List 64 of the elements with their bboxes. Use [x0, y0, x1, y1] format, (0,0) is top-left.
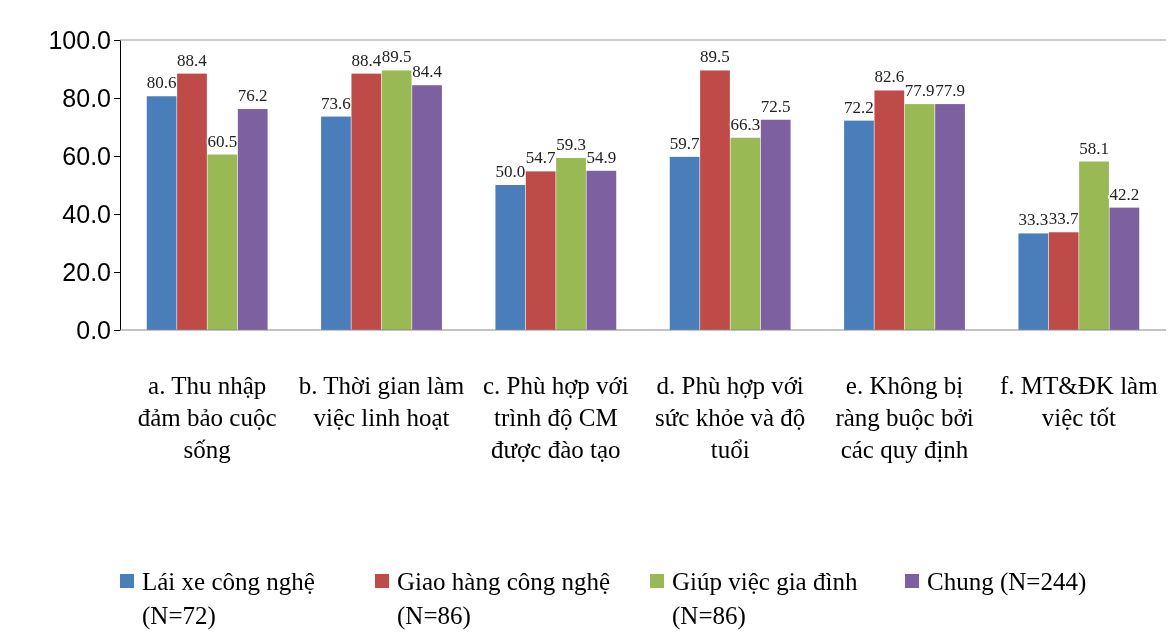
legend-label: Giúp việc gia đình (N=86)	[672, 568, 858, 630]
x-tick-label: d. Phù hợp với sức khỏe và độ tuổi	[655, 372, 806, 463]
data-label: 80.6	[146, 73, 177, 93]
x-tick-label: c. Phù hợp với trình độ CM được đào tạo	[482, 372, 629, 463]
y-tick-label: 0.0	[76, 315, 111, 344]
bar	[146, 96, 177, 330]
bar	[844, 120, 874, 330]
bar	[700, 70, 730, 330]
bar	[525, 171, 556, 330]
bar	[237, 109, 268, 330]
bar	[760, 119, 791, 330]
y-tick-label: 80.0	[62, 83, 111, 112]
legend-label: Giao hàng công nghệ (N=86)	[397, 568, 611, 630]
bar	[321, 116, 351, 330]
data-label: 89.5	[700, 47, 730, 67]
bar	[381, 70, 412, 330]
bar	[935, 104, 965, 330]
data-label: 42.2	[1109, 184, 1140, 204]
bar	[730, 137, 761, 330]
data-label: 84.4	[412, 62, 443, 82]
bar	[207, 154, 238, 330]
y-tick-label: 100.0	[48, 25, 111, 54]
bar	[412, 85, 442, 330]
data-label: 33.3	[1018, 210, 1049, 230]
y-tick-label: 60.0	[62, 141, 111, 170]
data-label: 73.6	[321, 93, 351, 113]
legend-label: Chung (N=244)	[927, 568, 1087, 596]
data-label: 33.7	[1048, 209, 1080, 229]
bar	[586, 170, 617, 330]
data-label: 54.7	[525, 148, 557, 168]
data-label: 54.9	[586, 147, 617, 167]
bar	[1048, 232, 1079, 330]
x-tick-label: b. Thời gian làm việc linh hoạt	[298, 372, 465, 431]
data-label: 60.5	[207, 131, 238, 151]
data-label: 88.4	[177, 50, 208, 70]
data-label: 89.5	[381, 47, 412, 67]
bar	[495, 185, 526, 330]
bar	[1079, 161, 1109, 330]
y-tick-label: 20.0	[62, 257, 111, 286]
bar	[904, 104, 935, 330]
data-label: 59.3	[556, 135, 586, 155]
x-tick-label: f. MT&ĐK làm việc tốt	[1000, 372, 1159, 431]
y-tick-label: 40.0	[62, 199, 111, 228]
data-label: 77.9	[904, 81, 935, 101]
bar	[1018, 233, 1049, 330]
data-label: 58.1	[1079, 138, 1109, 158]
bar	[177, 73, 207, 330]
data-label: 72.5	[760, 96, 791, 116]
data-label: 66.3	[730, 114, 761, 134]
bar	[1109, 207, 1140, 330]
data-label: 72.2	[844, 97, 874, 117]
data-label: 76.2	[237, 86, 268, 106]
data-label: 50.0	[495, 162, 526, 181]
legend-label: Lái xe công nghệ (N=72)	[142, 568, 315, 630]
x-tick-label: e. Không bị ràng buộc bởi các quy định	[835, 372, 974, 463]
bar	[874, 90, 905, 330]
data-label: 88.4	[351, 50, 382, 70]
data-label: 82.6	[874, 67, 905, 87]
data-label: 77.9	[935, 81, 965, 101]
bar	[669, 156, 700, 330]
x-tick-label: a. Thu nhập đảm bảo cuộc sống	[137, 372, 277, 463]
data-label: 59.7	[669, 133, 701, 153]
bar	[556, 158, 586, 330]
bar	[351, 73, 382, 330]
